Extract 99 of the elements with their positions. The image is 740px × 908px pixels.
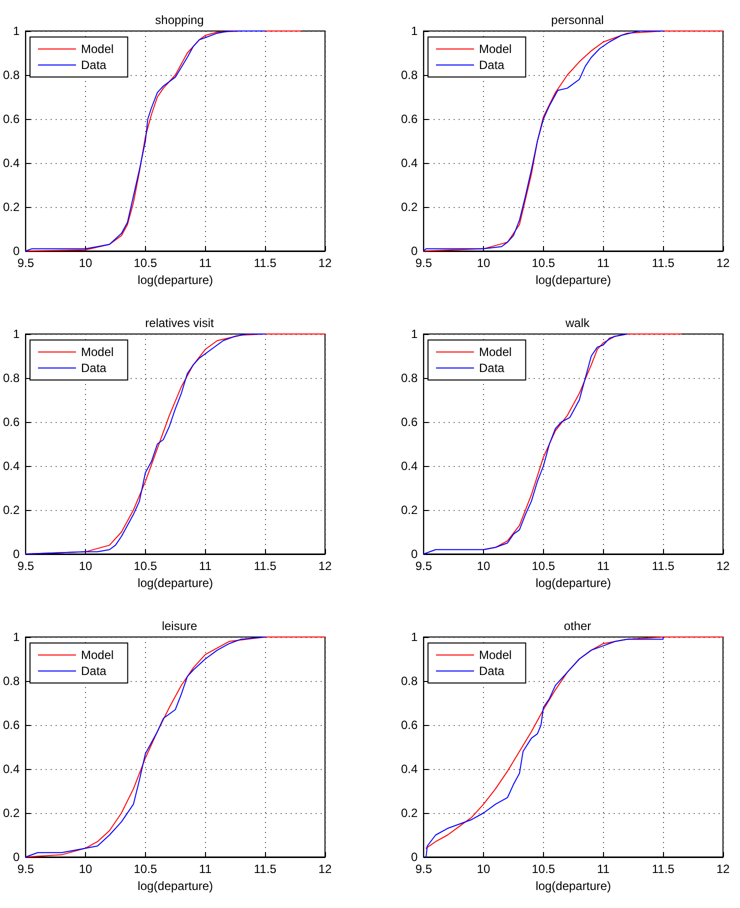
x-tick-label: 9.5 — [17, 559, 34, 573]
y-tick-label: 0.8 — [400, 68, 418, 82]
legend-label: Data — [479, 361, 505, 375]
x-tick-label: 9.5 — [415, 862, 432, 876]
legend-label: Model — [81, 42, 114, 56]
x-axis-title: log(departure) — [138, 878, 214, 893]
x-tick-label: 10.5 — [532, 559, 556, 573]
y-tick-label: 0.8 — [2, 674, 20, 688]
y-tick-label: 0 — [410, 547, 418, 561]
y-tick-label: 0.6 — [400, 112, 418, 126]
y-tick-label: 0 — [12, 547, 20, 561]
y-tick-label: 1 — [410, 630, 418, 644]
y-tick-label: 0.6 — [2, 718, 20, 732]
chart-title: other — [564, 619, 592, 633]
x-tick-label: 12 — [318, 559, 332, 573]
x-axis-title: log(departure) — [536, 878, 612, 893]
line-series — [423, 30, 724, 252]
y-tick-label: 0.4 — [400, 156, 418, 170]
y-tick-label: 0 — [12, 850, 20, 864]
x-tick-label: 10 — [78, 256, 93, 270]
y-tick-label: 0.2 — [2, 503, 20, 517]
legend-label: Model — [81, 648, 114, 662]
legend-label: Model — [479, 648, 512, 662]
x-tick-label: 9.5 — [17, 862, 34, 876]
x-tick-label: 11.5 — [652, 559, 675, 573]
legend-label: Data — [81, 664, 107, 678]
x-tick-label: 11.5 — [254, 862, 277, 876]
x-axis-title: log(departure) — [536, 576, 612, 590]
x-tick-label: 11 — [199, 256, 212, 270]
y-tick-label: 0.6 — [2, 112, 20, 126]
x-tick-label: 11 — [597, 862, 610, 876]
x-tick-label: 10.5 — [134, 256, 158, 270]
y-tick-label: 0.8 — [2, 371, 20, 385]
y-tick-label: 0.8 — [400, 371, 418, 385]
y-tick-label: 0.2 — [400, 200, 418, 214]
x-tick-label: 10.5 — [134, 862, 158, 876]
legend-label: Data — [479, 664, 505, 678]
y-tick-label: 0.6 — [2, 415, 20, 429]
x-tick-label: 11 — [597, 559, 610, 573]
x-tick-label: 12 — [716, 256, 730, 270]
x-tick-label: 12 — [318, 862, 332, 876]
x-tick-label: 11 — [199, 862, 212, 876]
x-tick-label: 10 — [476, 559, 491, 573]
y-tick-label: 0.8 — [2, 68, 20, 82]
y-tick-label: 1 — [410, 24, 418, 38]
y-tick-label: 0.4 — [2, 459, 20, 473]
x-tick-label: 12 — [716, 559, 730, 573]
y-tick-label: 0 — [12, 244, 20, 258]
y-tick-label: 1 — [12, 24, 20, 38]
y-tick-label: 0.2 — [2, 200, 20, 214]
chart-title: leisure — [162, 619, 198, 633]
y-tick-label: 0.4 — [400, 762, 418, 776]
chart-title: walk — [564, 316, 590, 330]
x-tick-label: 9.5 — [415, 256, 432, 270]
y-tick-label: 0.6 — [400, 718, 418, 732]
x-tick-label: 11.5 — [652, 256, 675, 270]
x-tick-label: 11 — [199, 559, 212, 573]
x-axis-title: log(departure) — [536, 272, 612, 287]
y-tick-label: 0.4 — [2, 762, 20, 776]
x-axis-title: log(departure) — [138, 272, 214, 287]
x-tick-label: 11 — [597, 256, 610, 270]
x-axis-title: log(departure) — [138, 576, 214, 590]
y-tick-label: 0.4 — [400, 459, 418, 473]
y-tick-label: 0.2 — [400, 503, 418, 517]
y-tick-label: 0.4 — [2, 156, 20, 170]
x-tick-label: 10 — [476, 862, 491, 876]
chart-title: relatives visit — [145, 316, 215, 330]
legend-label: Model — [479, 345, 512, 359]
y-tick-label: 0.2 — [400, 806, 418, 820]
x-tick-label: 12 — [716, 862, 730, 876]
x-tick-label: 9.5 — [17, 256, 34, 270]
x-tick-label: 10 — [476, 256, 491, 270]
x-tick-label: 11.5 — [254, 256, 277, 270]
chart-title: shopping — [155, 13, 204, 27]
x-tick-label: 10.5 — [532, 256, 556, 270]
y-tick-label: 0 — [410, 850, 418, 864]
legend-label: Data — [81, 58, 107, 72]
line-series — [25, 636, 326, 858]
y-tick-label: 0.2 — [2, 806, 20, 820]
legend-label: Model — [479, 42, 512, 56]
legend-label: Model — [81, 345, 114, 359]
y-tick-label: 1 — [410, 327, 418, 341]
y-tick-label: 0.6 — [400, 415, 418, 429]
line-series — [426, 636, 664, 858]
x-tick-label: 10.5 — [532, 862, 556, 876]
x-tick-label: 10.5 — [134, 559, 158, 573]
y-tick-label: 1 — [12, 630, 20, 644]
chart-title: personnal — [551, 13, 604, 27]
x-tick-label: 12 — [318, 256, 332, 270]
x-tick-label: 10 — [78, 862, 93, 876]
y-tick-label: 0 — [410, 244, 418, 258]
x-tick-label: 11.5 — [652, 862, 675, 876]
y-tick-label: 1 — [12, 327, 20, 341]
legend-label: Data — [81, 361, 107, 375]
legend-label: Data — [479, 58, 505, 72]
x-tick-label: 11.5 — [254, 559, 277, 573]
x-tick-label: 10 — [78, 559, 93, 573]
y-tick-label: 0.8 — [400, 674, 418, 688]
x-tick-label: 9.5 — [415, 559, 432, 573]
